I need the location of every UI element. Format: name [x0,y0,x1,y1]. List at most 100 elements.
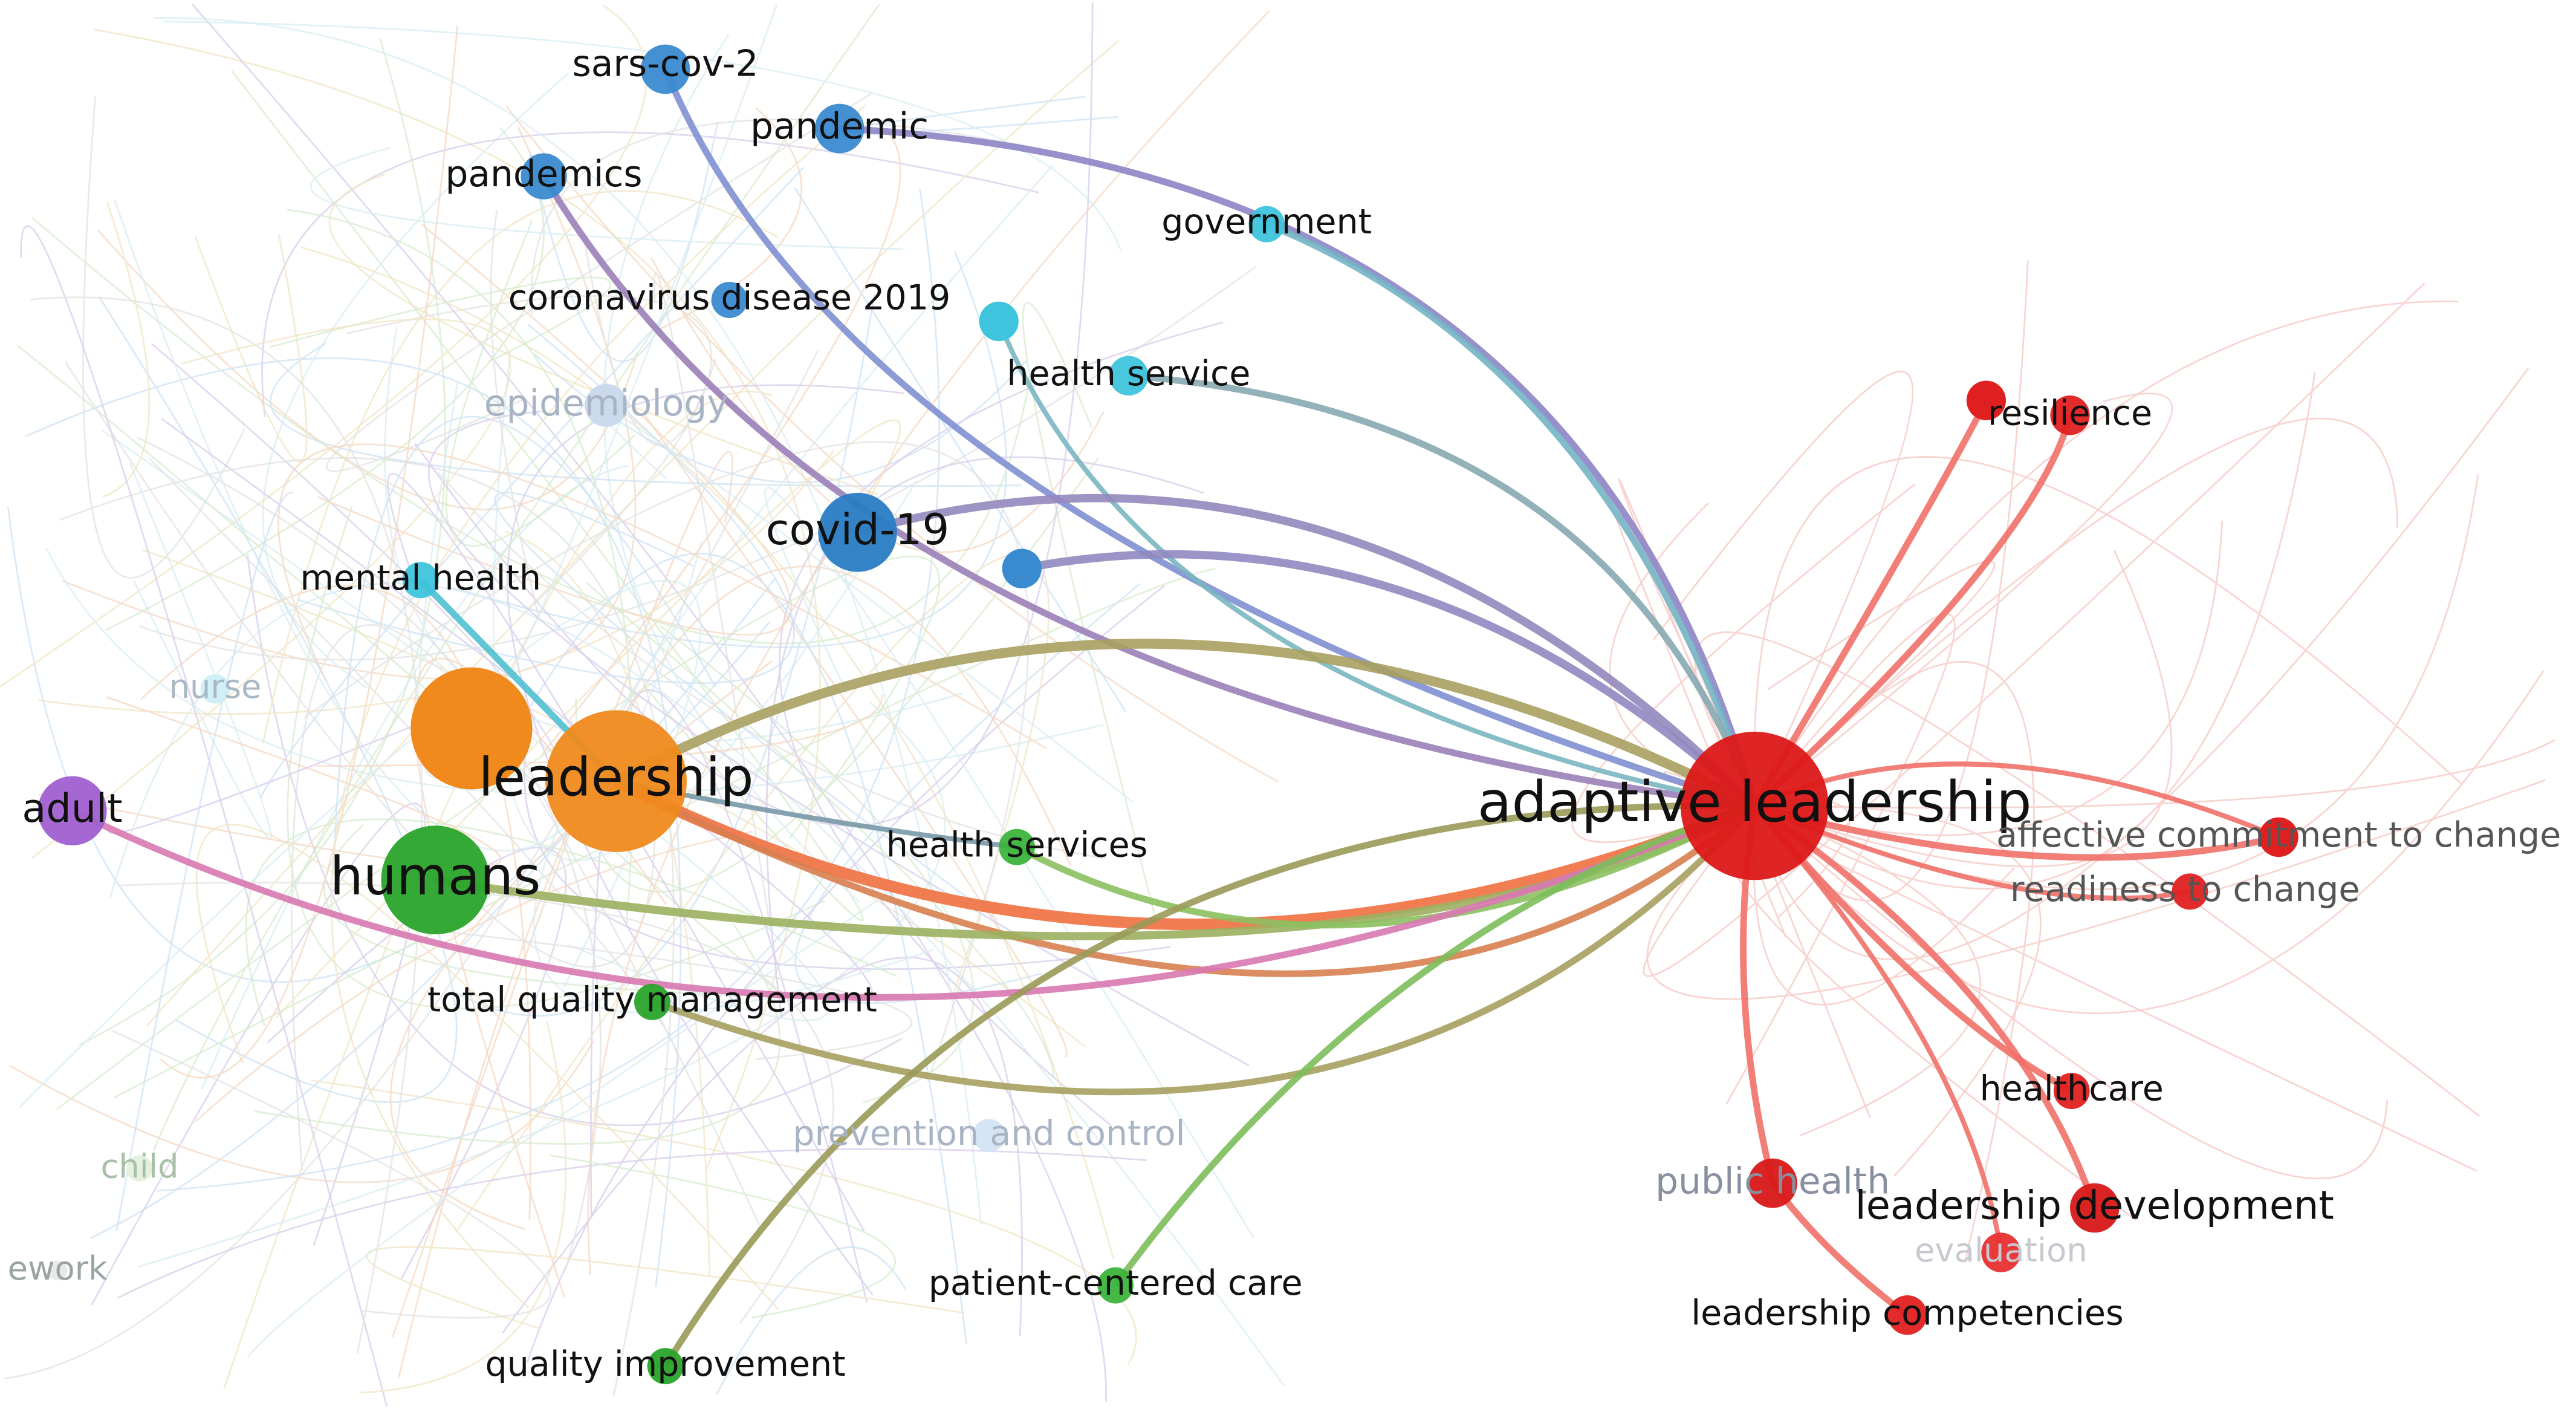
node-label: health services [886,825,1148,865]
node-label: covid-19 [766,504,950,555]
node [381,825,490,935]
background-link [585,582,1054,1076]
background-link [328,173,878,495]
node [585,383,628,427]
node-label: leadership development [1855,1183,2334,1229]
node-label: affective commitment to change [1996,815,2561,855]
background-link [160,25,459,1079]
node [410,667,533,790]
background-link [584,242,717,446]
background-link [533,164,1054,1014]
node-label: mental health [300,558,541,598]
background-link [146,40,1120,1027]
background-link [31,318,511,859]
background-link [438,472,1106,859]
link [1751,399,1990,808]
node-label: adaptive leadership [1478,769,2032,835]
background-link [245,818,898,1026]
node [1981,1232,2021,1272]
background-link [300,246,1114,1260]
background-link [277,443,1047,749]
background-link [9,1040,594,1183]
node [1002,548,1042,588]
background-link [138,702,946,1267]
link [1753,803,2191,901]
node [126,1155,153,1182]
node-label: humans [330,845,541,907]
node [200,674,230,704]
node [2050,395,2090,435]
background-link [102,202,151,498]
background-link [195,830,753,1122]
node [1109,356,1149,396]
link [1015,802,1756,929]
background-link [1752,805,2015,1006]
link [839,125,1758,807]
background-link [1754,670,2545,1015]
background-link [31,216,1032,645]
node-label: evaluation [1915,1231,2088,1269]
node-label: child [100,1147,178,1185]
background-link [653,272,772,932]
background-link [79,38,446,1046]
background-link [1754,301,2459,807]
background-link [1571,483,1916,844]
link [613,776,1757,931]
node [37,776,107,845]
background-link [59,457,675,1396]
background-link [1753,456,2462,806]
background-link [195,824,779,1310]
background-link [154,17,982,1225]
background-link [311,1079,1137,1365]
node-label: leadership competencies [1691,1293,2124,1333]
link [1112,802,1756,1287]
background-link [101,429,829,1021]
background-link [644,415,1068,1058]
node [2259,817,2299,857]
node-label: healthcare [1980,1069,2164,1109]
node-label: prevention and control [793,1113,1185,1153]
background-link [1754,550,2173,868]
background-link [1754,560,1996,807]
node [647,1348,684,1385]
background-link [330,104,867,1309]
background-link [82,96,246,579]
node [2070,1183,2120,1233]
background-link [1653,371,1914,807]
node [1887,1295,1927,1335]
background-link [38,696,502,868]
node-label: adult [22,786,122,831]
link [1753,803,2098,1209]
node [999,828,1036,865]
background-link [414,2,1094,827]
background-link [1754,739,2556,809]
background-link [541,134,901,755]
background-link [1022,302,1161,939]
node [2172,873,2208,910]
background-link [129,462,272,841]
node-label: coronavirus disease 2019 [508,278,950,318]
node-label: government [1161,202,1372,242]
background-link [269,276,612,363]
node [1248,206,1285,242]
background-link [325,93,871,472]
node-label: patient-centered care [929,1263,1303,1303]
background-link [794,187,1127,712]
link [662,68,1756,809]
background-link [262,190,779,744]
node [711,282,748,318]
background-link [45,547,1104,796]
link [651,803,1757,1096]
background-link [1754,392,2173,807]
link [662,802,1755,1368]
node [818,492,897,572]
background-link [0,4,647,688]
link [996,320,1756,809]
background-link [105,126,545,631]
background-link [1753,367,2529,961]
background-link [1754,805,1982,1137]
node-label: leadership [478,747,753,809]
background-link [140,585,532,1220]
link [1128,372,1758,807]
